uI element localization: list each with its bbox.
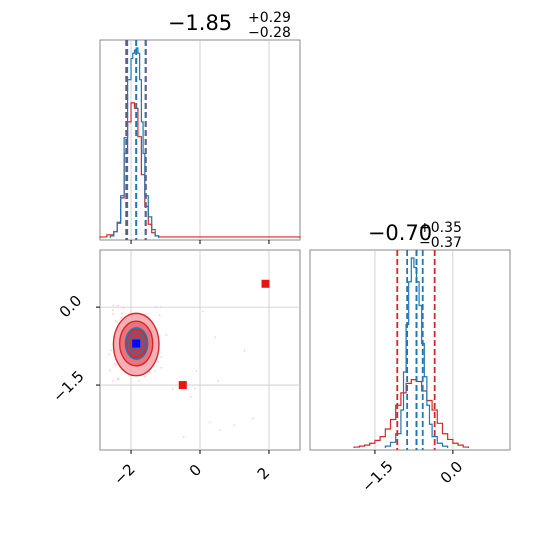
scatter-point [158, 314, 161, 317]
scatter-point [112, 309, 114, 312]
scatter-point [108, 353, 110, 356]
contour-blue [124, 327, 149, 360]
panel-p1-marginal-frame [309, 249, 511, 451]
title-p1-sup: +0.35 [419, 220, 462, 236]
title-p1-sub: −0.37 [419, 235, 462, 251]
panel-p1-marginal [309, 249, 511, 451]
scatter-point [112, 313, 114, 315]
scatter-point [120, 316, 123, 319]
y-tick-label: −1.5 [49, 367, 87, 405]
scatter-point [116, 321, 118, 324]
x-tick-label: −2 [110, 460, 138, 488]
scatter-point [214, 336, 217, 339]
x-tick-label: 0.0 [437, 458, 467, 488]
scatter-point [155, 306, 157, 308]
scatter-point [114, 362, 116, 365]
title-p0-sub: −0.28 [248, 25, 291, 41]
scatter-point [143, 375, 146, 378]
scatter-point [160, 366, 163, 369]
scatter-point [109, 369, 111, 372]
scatter-point [171, 388, 174, 390]
scatter-point [182, 435, 185, 438]
marker-square [132, 339, 141, 348]
scatter-point [110, 349, 113, 352]
scatter-point [165, 333, 168, 336]
scatter-point [112, 379, 115, 382]
title-p0: −1.85 [168, 11, 232, 35]
scatter-point [160, 356, 163, 359]
contour-blue [128, 332, 145, 355]
title-p0-main: −1.85 [168, 11, 232, 35]
histogram-blue-p0 [109, 47, 160, 238]
scatter-point [190, 396, 192, 398]
histogram-red-p1 [353, 379, 470, 448]
marker-square [178, 381, 187, 390]
y-tick-label: 0.0 [56, 292, 86, 322]
scatter-point [194, 387, 196, 390]
scatter-point [219, 429, 221, 431]
title-p1: −0.70 [368, 221, 432, 245]
x-tick-label: 2 [254, 464, 273, 483]
scatter-point [209, 421, 211, 424]
scatter-point [217, 380, 220, 382]
histogram-blue-p1 [384, 257, 449, 448]
scatter-point [243, 349, 246, 352]
title-p0-sup: +0.29 [248, 10, 291, 26]
marker-square [261, 279, 270, 288]
scatter-point [233, 424, 236, 427]
scatter-point [148, 371, 151, 374]
x-tick-label: −1.5 [358, 457, 396, 495]
scatter-point [157, 360, 159, 363]
scatter-point [159, 305, 162, 308]
scatter-point [114, 319, 117, 322]
scatter-point [138, 379, 141, 382]
scatter-point [251, 417, 254, 420]
title-p1-main: −0.70 [368, 221, 432, 245]
scatter-point [120, 312, 123, 315]
scatter-point [117, 304, 119, 307]
scatter-point [201, 310, 204, 313]
scatter-point [195, 370, 198, 372]
scatter-point [122, 307, 125, 309]
chart-marks [96, 40, 470, 454]
scatter-point [117, 378, 119, 381]
scatter-point [112, 304, 115, 307]
scatter-point [154, 370, 157, 373]
x-tick-label: 0 [186, 461, 205, 480]
scatter-point [115, 364, 118, 366]
